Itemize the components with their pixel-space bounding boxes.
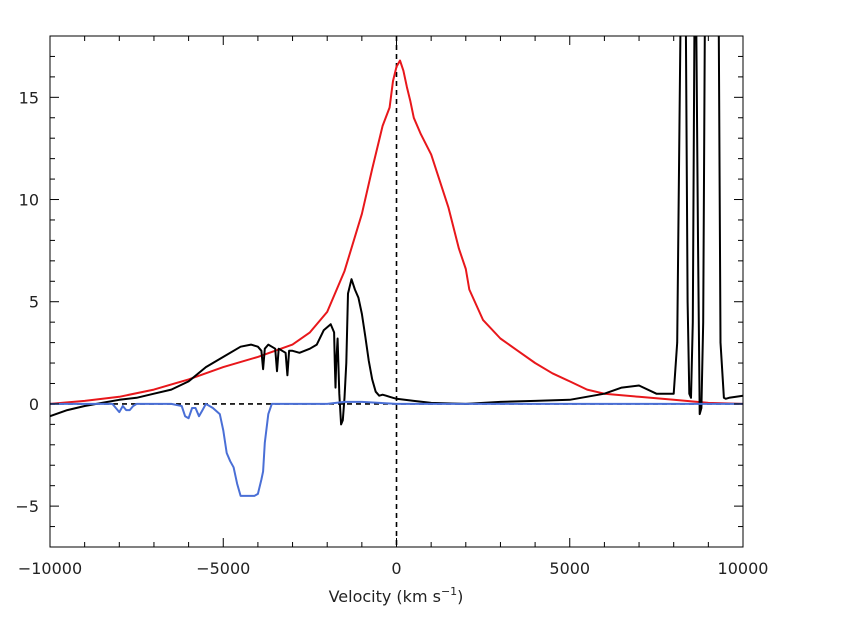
y-tick-label: 10 bbox=[19, 191, 39, 210]
series-line-black bbox=[50, 36, 743, 426]
x-axis-label-superscript: −1 bbox=[441, 585, 457, 598]
series-layer bbox=[50, 36, 743, 497]
x-tick-label: 10000 bbox=[718, 559, 769, 578]
axis-tick-labels: −10000 −5000 0 5000 10000 −5 0 5 10 15 bbox=[15, 88, 768, 578]
y-tick-label: −5 bbox=[15, 497, 39, 516]
x-tick-label: −10000 bbox=[18, 559, 82, 578]
axis-ticks bbox=[49, 35, 744, 548]
reference-lines bbox=[50, 36, 743, 547]
series-line-blue bbox=[50, 400, 743, 497]
x-axis-label: Velocity (km s−1) bbox=[329, 585, 464, 606]
x-axis-label-close: ) bbox=[457, 587, 463, 606]
y-tick-label: 5 bbox=[29, 293, 39, 312]
x-tick-label: 0 bbox=[391, 559, 401, 578]
y-tick-label: 15 bbox=[19, 88, 39, 107]
x-tick-label: −5000 bbox=[196, 559, 250, 578]
x-tick-label: 5000 bbox=[549, 559, 590, 578]
y-tick-label: 0 bbox=[29, 395, 39, 414]
